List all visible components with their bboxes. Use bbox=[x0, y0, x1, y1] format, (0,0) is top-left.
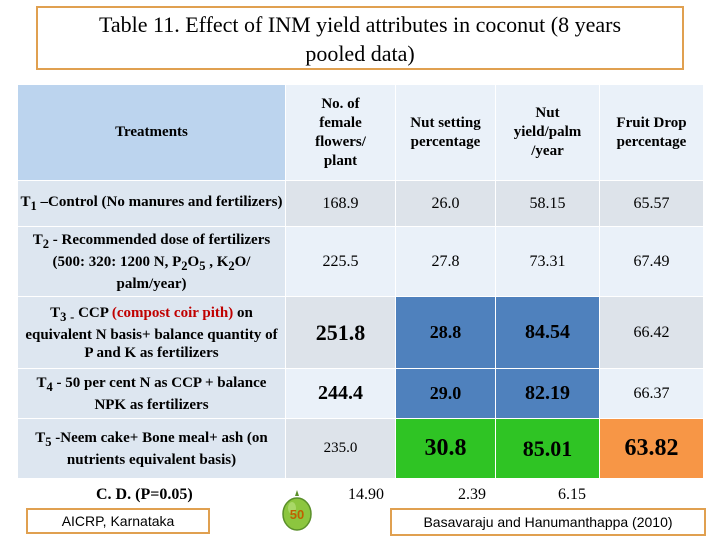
table-row: T5 -Neem cake+ Bone meal+ ash (on nutrie… bbox=[17, 418, 704, 479]
nut-setting-value: 26.0 bbox=[395, 180, 496, 227]
female-flowers-value: 244.4 bbox=[285, 368, 396, 419]
yield-attributes-table: Treatments No. of female flowers/ plant … bbox=[17, 84, 704, 479]
female-flowers-value: 235.0 bbox=[285, 418, 396, 479]
fruit-drop-value: 67.49 bbox=[599, 226, 704, 297]
table-row: T1 –Control (No manures and fertilizers)… bbox=[17, 180, 704, 227]
page-number: 50 bbox=[290, 507, 304, 522]
treatment-t3: T3 - CCP (compost coir pith) on equivale… bbox=[17, 296, 286, 369]
coconut-icon: 50 bbox=[282, 490, 312, 531]
footer-source-box: Basavaraju and Hanumanthappa (2010) bbox=[390, 508, 706, 536]
fruit-drop-value: 65.57 bbox=[599, 180, 704, 227]
treatment-t1: T1 –Control (No manures and fertilizers) bbox=[17, 180, 286, 227]
header-nut-setting: Nut setting percentage bbox=[395, 84, 496, 181]
footer-aicrp-box: AICRP, Karnataka bbox=[26, 508, 210, 534]
cd-nut-setting: 2.39 bbox=[458, 486, 486, 503]
female-flowers-value: 251.8 bbox=[285, 296, 396, 369]
nut-setting-value: 28.8 bbox=[395, 296, 496, 369]
nut-yield-value: 85.01 bbox=[495, 418, 600, 479]
slide-title: Table 11. Effect of INM yield attributes… bbox=[36, 6, 684, 70]
nut-setting-value: 30.8 bbox=[395, 418, 496, 479]
female-flowers-value: 225.5 bbox=[285, 226, 396, 297]
cd-label: C. D. (P=0.05) bbox=[96, 486, 193, 503]
nut-setting-value: 27.8 bbox=[395, 226, 496, 297]
header-treatments: Treatments bbox=[17, 84, 286, 181]
nut-yield-value: 82.19 bbox=[495, 368, 600, 419]
header-female-flowers: No. of female flowers/ plant bbox=[285, 84, 396, 181]
treatment-t5: T5 -Neem cake+ Bone meal+ ash (on nutrie… bbox=[17, 418, 286, 479]
header-fruit-drop: Fruit Drop percentage bbox=[599, 84, 704, 181]
title-line-2: pooled data) bbox=[305, 41, 415, 66]
nut-yield-value: 84.54 bbox=[495, 296, 600, 369]
cd-female-flowers: 14.90 bbox=[348, 486, 384, 503]
fruit-drop-value: 66.42 bbox=[599, 296, 704, 369]
cd-nut-yield: 6.15 bbox=[558, 486, 586, 503]
header-nut-yield: Nut yield/palm /year bbox=[495, 84, 600, 181]
table-row: T2 - Recommended dose of fertilizers (50… bbox=[17, 226, 704, 297]
table-row: T3 - CCP (compost coir pith) on equivale… bbox=[17, 296, 704, 369]
fruit-drop-value: 63.82 bbox=[599, 418, 704, 479]
title-line-1: Table 11. Effect of INM yield attributes… bbox=[98, 12, 622, 37]
treatment-t4: T4 - 50 per cent N as CCP + balance NPK … bbox=[17, 368, 286, 419]
header-row: Treatments No. of female flowers/ plant … bbox=[17, 84, 704, 181]
page-number-badge: 50 bbox=[278, 488, 316, 532]
nut-yield-value: 58.15 bbox=[495, 180, 600, 227]
nut-setting-value: 29.0 bbox=[395, 368, 496, 419]
table-row: T4 - 50 per cent N as CCP + balance NPK … bbox=[17, 368, 704, 419]
female-flowers-value: 168.9 bbox=[285, 180, 396, 227]
nut-yield-value: 73.31 bbox=[495, 226, 600, 297]
fruit-drop-value: 66.37 bbox=[599, 368, 704, 419]
treatment-t2: T2 - Recommended dose of fertilizers (50… bbox=[17, 226, 286, 297]
